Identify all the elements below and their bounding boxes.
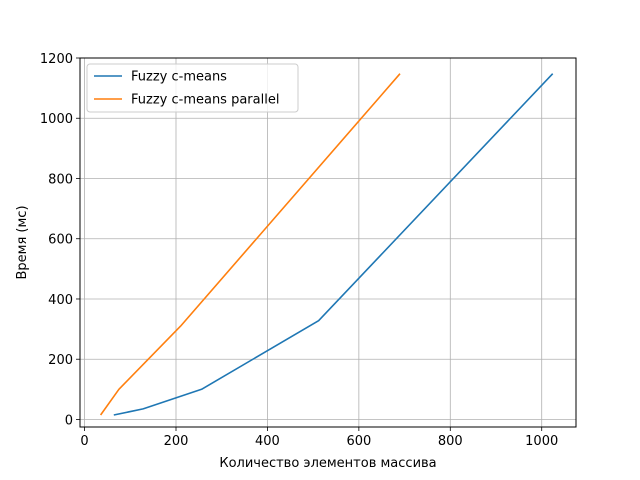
- ticks: 0 200 400 600 800 1000 0 200 400 600 800 1000 1200: [40, 52, 558, 449]
- y-tick-label: 400: [48, 293, 73, 308]
- y-tick-label: 0: [65, 413, 73, 428]
- x-tick-label: 600: [346, 434, 371, 449]
- x-axis-label: Количество элементов массива: [219, 456, 436, 471]
- legend-label-1: Fuzzy c-means: [131, 70, 227, 85]
- y-tick-label: 600: [48, 233, 73, 248]
- x-tick-label: 200: [164, 434, 189, 449]
- y-tick-label: 1200: [40, 52, 73, 67]
- grid-lines: [80, 57, 576, 427]
- y-tick-label: 1000: [40, 112, 73, 127]
- x-tick-label: 400: [255, 434, 280, 449]
- x-tick-label: 1000: [525, 434, 558, 449]
- legend-box: [86, 63, 299, 113]
- axes-frame: [79, 57, 577, 428]
- y-axis-label: Время (мс): [15, 205, 30, 279]
- legend-label-2: Fuzzy c-means parallel: [131, 93, 279, 108]
- y-tick-label: 800: [48, 172, 73, 187]
- series-line-2: [99, 73, 401, 416]
- legend: Fuzzy c-means Fuzzy c-means parallel: [86, 63, 299, 113]
- x-tick-label: 0: [80, 434, 88, 449]
- x-tick-label: 800: [438, 434, 463, 449]
- series-line-1: [113, 73, 554, 416]
- y-tick-label: 200: [48, 353, 73, 368]
- series-layer: [99, 73, 554, 416]
